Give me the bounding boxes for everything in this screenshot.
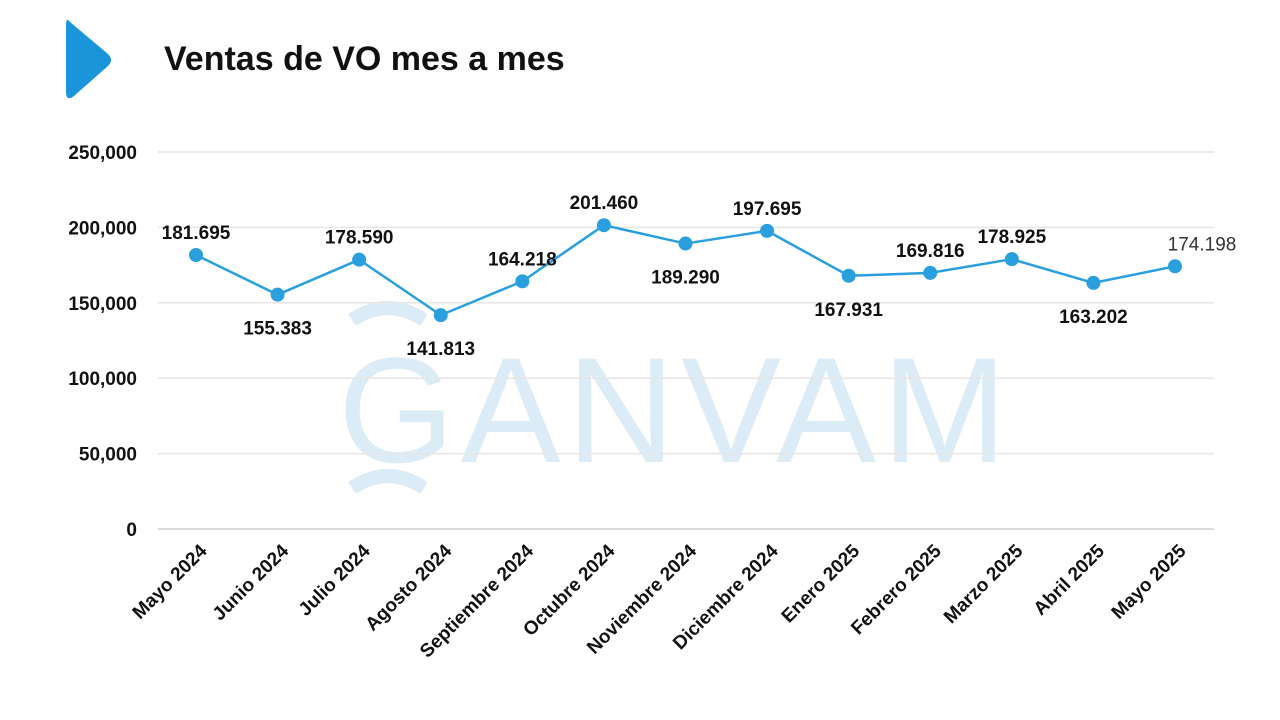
watermark-text: GANVAM [338, 326, 1013, 494]
y-axis-ticks: 0 50,000 100,000 150,000 200,000 250,000 [68, 143, 137, 541]
data-point [433, 308, 448, 323]
data-label: 178.925 [977, 227, 1046, 248]
y-tick-label: 250,000 [68, 143, 137, 164]
y-tick-label: 150,000 [68, 294, 137, 315]
data-label: 163.202 [1059, 307, 1128, 328]
data-label: 178.590 [325, 228, 394, 249]
data-label: 141.813 [406, 339, 475, 360]
data-point [596, 218, 611, 233]
x-tick-label: Marzo 2025 [940, 540, 1028, 628]
x-tick-label: Julio 2024 [295, 540, 375, 620]
watermark-mark-icon [348, 301, 428, 494]
data-point [1004, 252, 1019, 267]
data-label: 167.931 [814, 300, 883, 321]
data-label: 181.695 [162, 223, 231, 244]
data-point [1168, 259, 1182, 274]
data-point [352, 252, 367, 267]
x-tick-label: Mayo 2024 [129, 540, 212, 623]
y-tick-label: 200,000 [68, 218, 137, 239]
data-label: 201.460 [570, 193, 639, 214]
data-point [515, 274, 530, 289]
y-tick-label: 100,000 [68, 369, 137, 390]
y-tick-label: 50,000 [79, 445, 137, 466]
x-tick-label: Mayo 2025 [1108, 540, 1191, 623]
watermark-group: GANVAM [338, 301, 1013, 494]
x-tick-label: Junio 2024 [209, 540, 294, 625]
data-point [678, 236, 693, 251]
x-tick-label: Enero 2025 [778, 540, 865, 627]
y-tick-label: 0 [126, 520, 137, 541]
data-point [189, 248, 203, 263]
data-label: 164.218 [488, 249, 557, 270]
data-label: 189.290 [651, 268, 720, 289]
data-point [923, 265, 938, 280]
chart-title: Ventas de VO mes a mes [164, 40, 565, 78]
data-point [270, 287, 285, 302]
data-point [760, 223, 775, 238]
data-label: 169.816 [896, 241, 965, 262]
data-labels: 181.695 155.383 178.590 141.813 164.218 201.4… [162, 193, 1237, 360]
logo-arrow-icon [66, 19, 111, 99]
data-label: 155.383 [243, 319, 312, 340]
data-label: 197.695 [733, 199, 802, 220]
series-points [189, 218, 1182, 323]
data-point [1086, 275, 1101, 290]
data-label: 174.198 [1168, 234, 1237, 255]
x-tick-label: Abril 2025 [1030, 540, 1109, 619]
grid-layer [158, 151, 1214, 530]
data-point [841, 268, 856, 283]
